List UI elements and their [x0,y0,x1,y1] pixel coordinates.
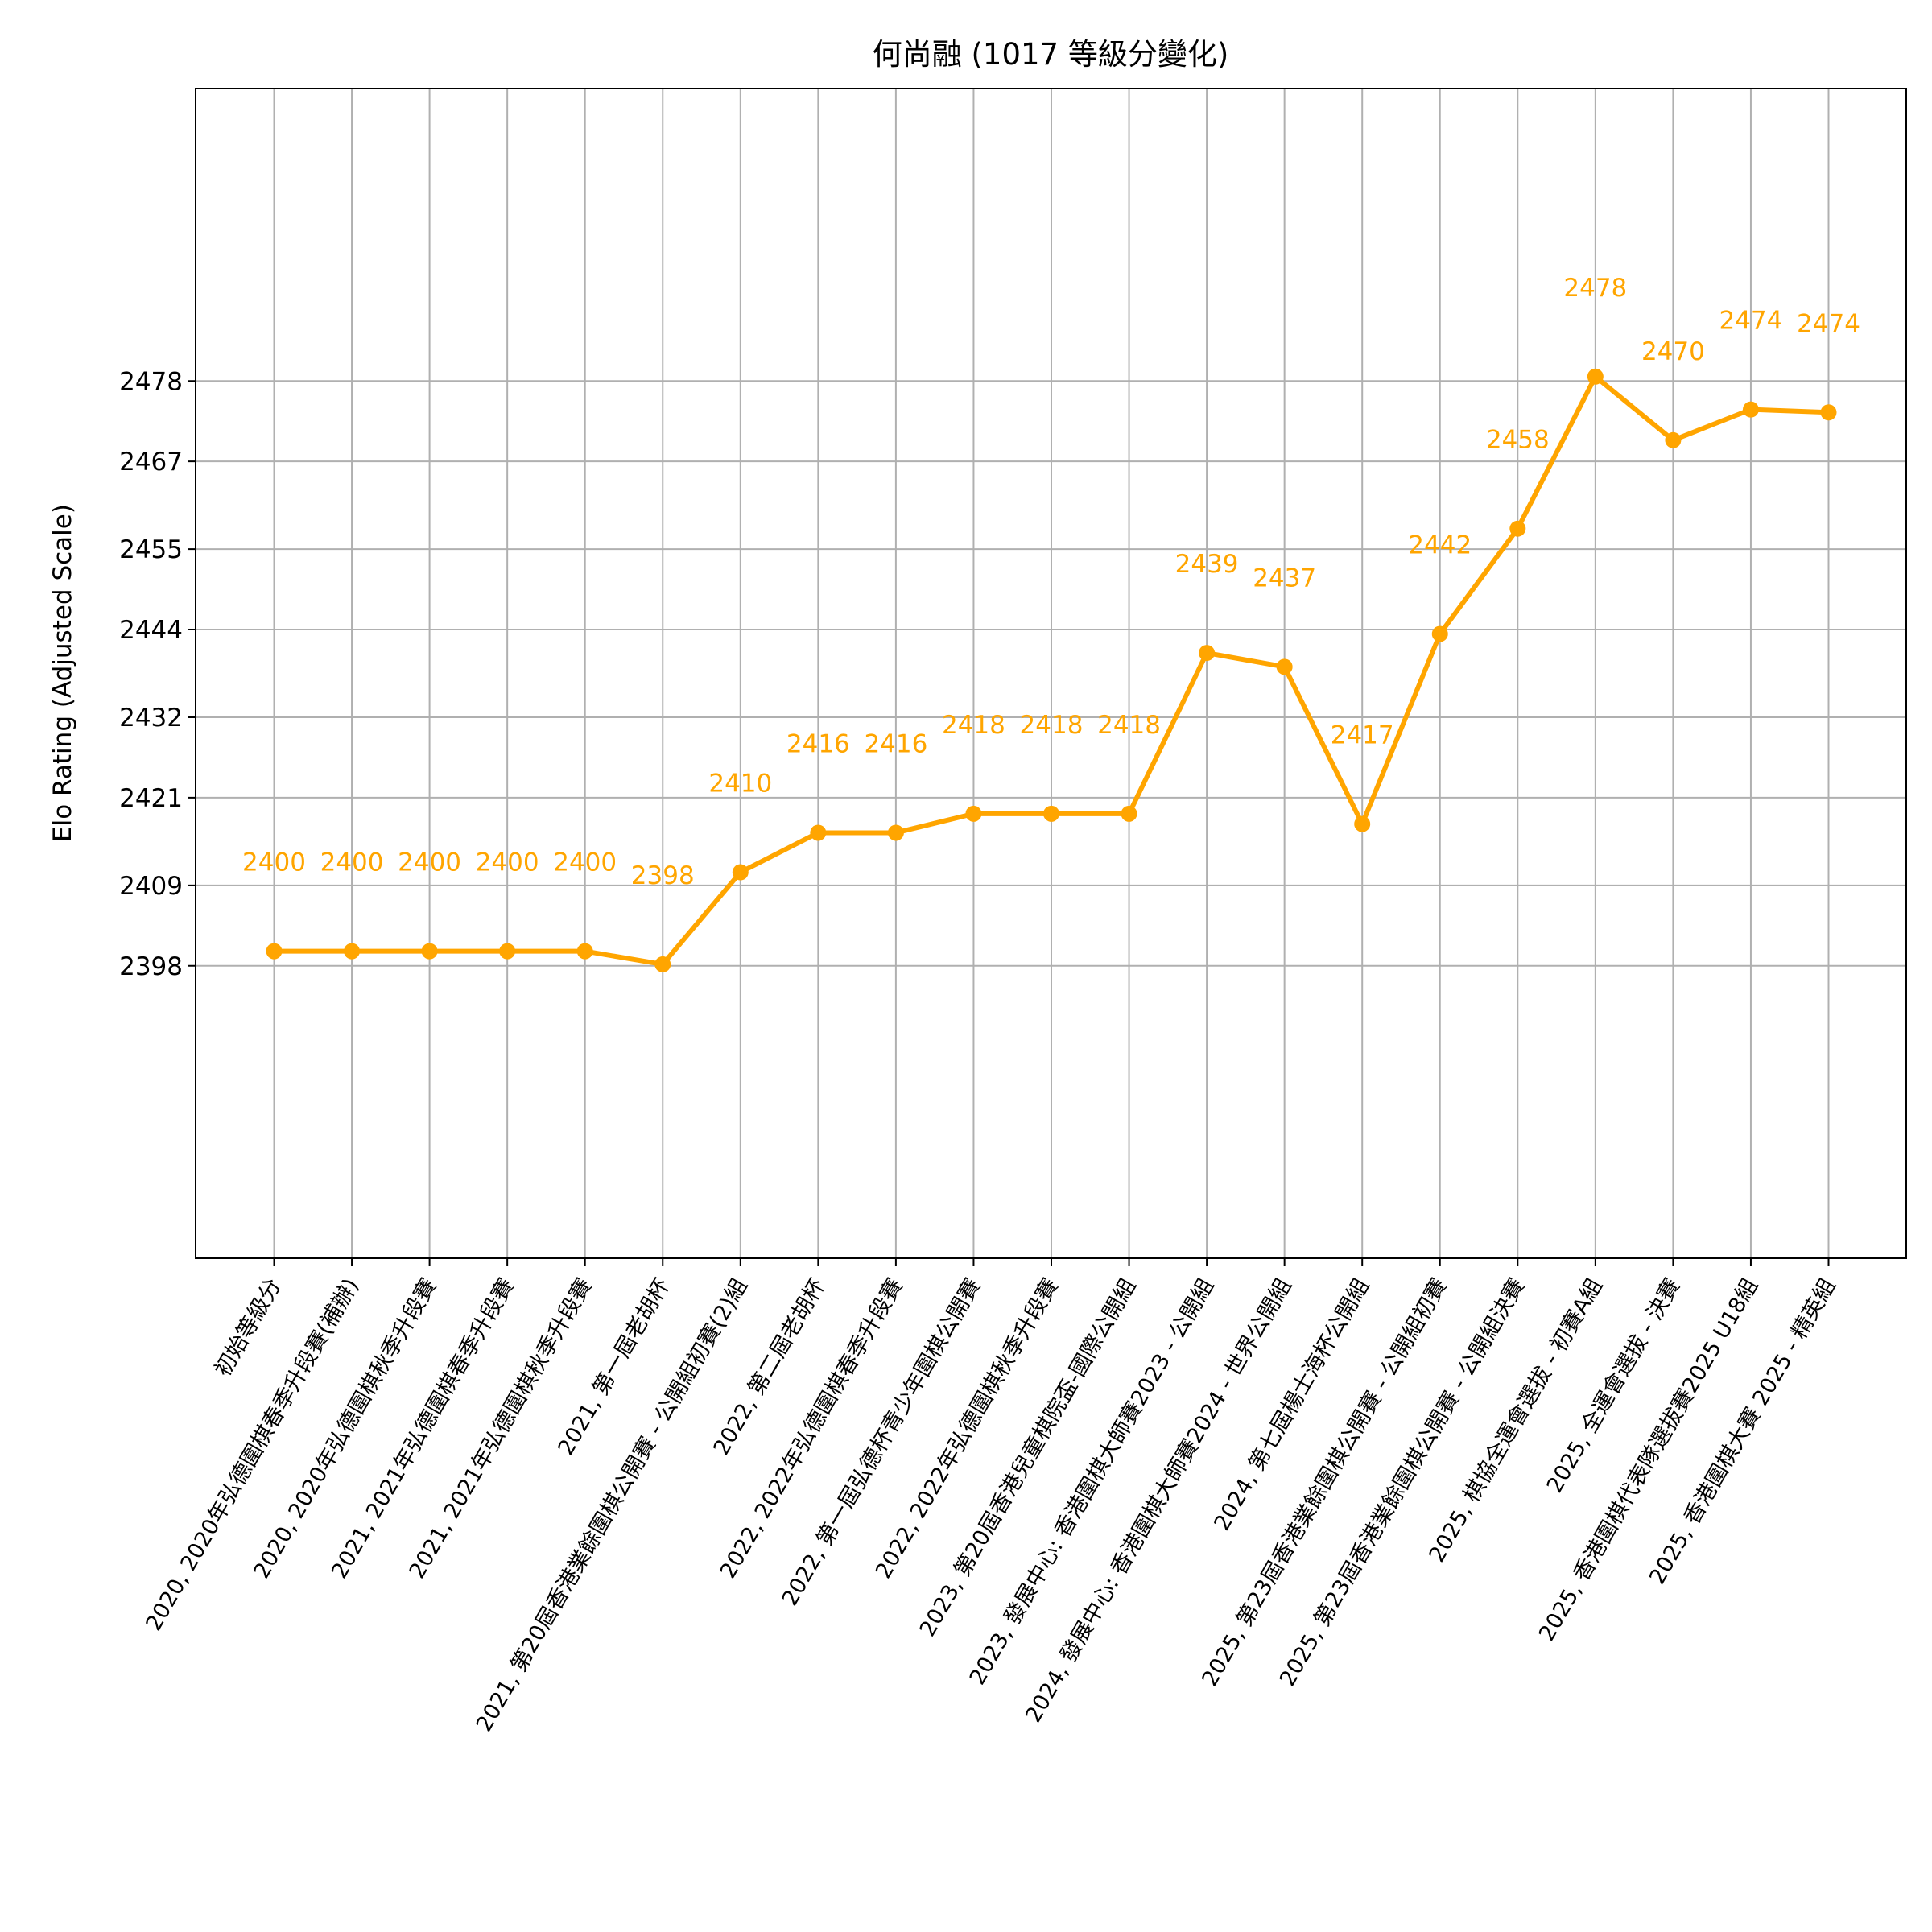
data-label: 2458 [1486,426,1550,455]
data-point [1043,805,1059,822]
y-tick-label: 2444 [119,616,183,645]
grid [196,89,1906,1258]
y-tick-label: 2455 [119,535,183,564]
data-point [1820,404,1837,421]
data-label: 2474 [1797,309,1860,338]
data-point [421,943,438,960]
data-label: 2400 [476,848,539,877]
data-label: 2398 [631,861,695,890]
data-label: 2478 [1563,274,1627,303]
data-label: 2400 [398,848,461,877]
data-label: 2417 [1331,721,1394,750]
series-points [266,368,1837,972]
data-point [810,824,827,841]
data-label: 2442 [1408,530,1472,559]
data-point [499,943,516,960]
y-tick-label: 2478 [119,367,183,396]
data-labels: 2400 2400 2400 2400 2400 2398 2410 2416 2416 2418… [242,274,1860,890]
data-point [1431,625,1448,642]
data-label: 2400 [242,848,306,877]
y-tick-label: 2432 [119,704,183,733]
data-point [1742,401,1759,418]
data-label: 2418 [1097,711,1161,740]
data-point [344,943,361,960]
data-point [1199,645,1216,662]
data-label: 2400 [320,848,384,877]
data-label: 2437 [1253,564,1316,592]
data-point [266,943,283,960]
data-label: 2418 [942,711,1005,740]
data-label: 2439 [1175,550,1239,579]
data-point [1276,658,1293,675]
data-point [654,956,671,972]
y-axis-label: Elo Rating (Adjusted Scale) [48,504,77,842]
y-tick-label: 2421 [119,784,183,813]
data-point [576,943,593,960]
y-tick-label: 2409 [119,872,183,901]
data-label: 2474 [1719,307,1782,336]
y-tick-label: 2398 [119,952,183,981]
data-label: 2416 [864,729,927,758]
plot-frame [195,88,1907,1259]
data-label: 2416 [786,729,850,758]
data-point [1587,368,1604,385]
data-point [1509,520,1526,537]
data-label: 2418 [1020,711,1084,740]
chart-title: 何尚融 (1017 等級分變化) [873,37,1229,72]
data-point [1354,815,1371,832]
y-tick-label: 2467 [119,448,183,477]
data-label: 2410 [708,770,772,799]
data-label: 2400 [553,848,617,877]
data-point [887,824,904,841]
data-point [1121,805,1137,822]
data-point [965,805,982,822]
data-label: 2470 [1641,337,1705,366]
data-point [732,864,749,881]
data-point [1665,431,1682,448]
